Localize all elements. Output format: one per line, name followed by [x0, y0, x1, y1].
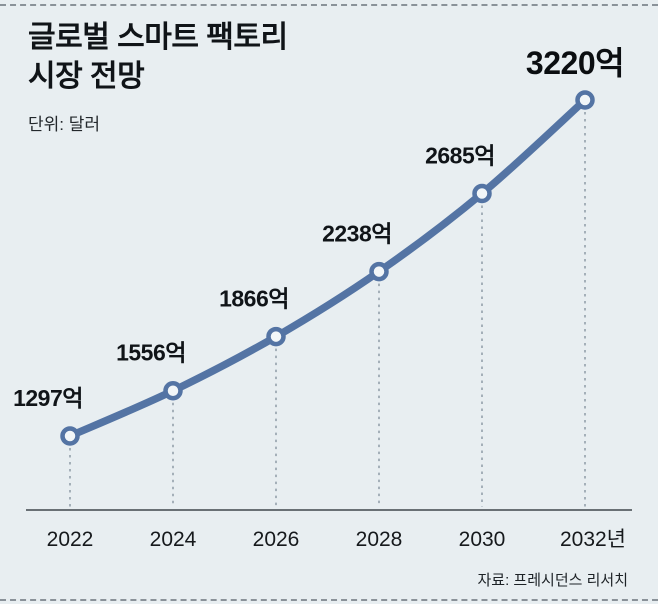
top-dashed-divider	[0, 4, 658, 6]
data-point-marker	[163, 380, 183, 401]
x-tick-label: 2026	[253, 528, 300, 551]
data-point-marker	[60, 426, 80, 446]
value-label: 3220억	[526, 45, 624, 81]
source-label: 자료: 프레시던스 리서치	[477, 572, 628, 589]
value-label: 2238억	[322, 221, 392, 247]
chart-title-line-1: 글로벌 스마트 팩토리	[28, 21, 288, 54]
x-tick-label: 2022	[47, 528, 94, 551]
data-point-marker	[266, 326, 286, 347]
chart-title-line-2: 시장 전망	[28, 60, 145, 93]
value-label: 1297억	[13, 385, 83, 411]
value-label: 1556억	[116, 340, 186, 366]
data-point-marker	[575, 90, 595, 110]
data-point-marker	[472, 183, 492, 204]
unit-label: 단위: 달러	[28, 115, 101, 134]
chart-title: 글로벌 스마트 팩토리 시장 전망	[28, 18, 288, 96]
chart-header: 글로벌 스마트 팩토리 시장 전망 단위: 달러	[28, 18, 288, 135]
data-point-marker	[369, 261, 389, 282]
x-tick-label: 2028	[356, 528, 403, 551]
x-tick-label: 2032년	[560, 528, 626, 551]
trend-line	[66, 96, 589, 440]
value-label: 1866억	[219, 286, 289, 312]
x-tick-label: 2024	[150, 528, 197, 551]
bottom-dashed-divider	[0, 599, 658, 601]
value-label: 2685억	[425, 142, 495, 168]
x-tick-label: 2030	[459, 528, 506, 551]
